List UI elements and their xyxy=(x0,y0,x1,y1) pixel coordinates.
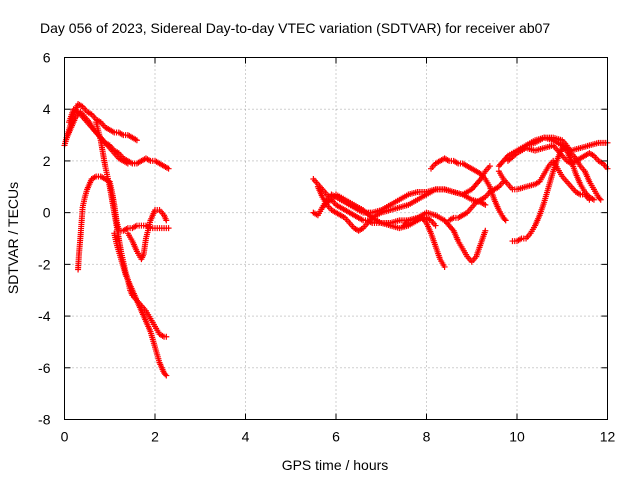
y-tick-label: -8 xyxy=(38,412,51,428)
data-point xyxy=(163,333,170,340)
data-series xyxy=(319,186,489,216)
y-axis-label: SDTVAR / TECUs xyxy=(5,182,21,294)
y-tick-label: -6 xyxy=(38,360,51,376)
data-point xyxy=(501,216,508,223)
data-series xyxy=(310,191,448,270)
data-series xyxy=(93,119,170,340)
y-tick-label: 2 xyxy=(43,153,51,169)
data-point xyxy=(586,196,593,203)
x-tick-label: 2 xyxy=(151,429,159,445)
data-point xyxy=(596,195,603,202)
tick-marks xyxy=(64,57,608,420)
data-series xyxy=(446,178,507,224)
data-series xyxy=(504,142,611,172)
data-point xyxy=(432,222,439,229)
data-point xyxy=(124,160,131,167)
y-tick-label: 6 xyxy=(43,50,51,66)
data-series xyxy=(495,157,593,203)
data-point xyxy=(163,372,170,379)
chart-title: Day 056 of 2023, Sidereal Day-to-day VTE… xyxy=(40,20,550,36)
data-point xyxy=(165,225,172,232)
x-tick-label: 4 xyxy=(242,429,250,445)
data-series xyxy=(124,207,170,263)
data-point xyxy=(133,137,140,144)
data-point xyxy=(162,371,169,378)
x-tick-label: 12 xyxy=(600,429,616,445)
data-series xyxy=(75,173,172,273)
y-tick-labels: -8 -6 -4 -2 0 2 4 6 xyxy=(38,50,51,428)
data-point xyxy=(482,227,489,234)
y-tick-label: -2 xyxy=(38,256,51,272)
x-tick-label: 0 xyxy=(61,429,69,445)
data-point xyxy=(502,217,509,224)
x-tick-label: 6 xyxy=(332,429,340,445)
data-point xyxy=(163,217,170,224)
x-tick-label: 8 xyxy=(423,429,431,445)
x-axis-label: GPS time / hours xyxy=(282,457,389,473)
data-point xyxy=(441,263,448,270)
data-series xyxy=(111,230,170,379)
y-tick-label: 4 xyxy=(43,101,51,117)
data-point xyxy=(482,201,489,208)
data-point xyxy=(165,165,172,172)
data-series xyxy=(400,209,489,265)
y-tick-label: -4 xyxy=(38,308,51,324)
data-points xyxy=(61,101,611,379)
x-tick-labels: 0 2 4 6 8 10 12 xyxy=(61,429,616,445)
y-tick-label: 0 xyxy=(43,205,51,221)
data-point xyxy=(486,163,493,170)
data-point xyxy=(597,196,604,203)
data-series xyxy=(523,134,604,203)
x-tick-label: 10 xyxy=(509,429,525,445)
